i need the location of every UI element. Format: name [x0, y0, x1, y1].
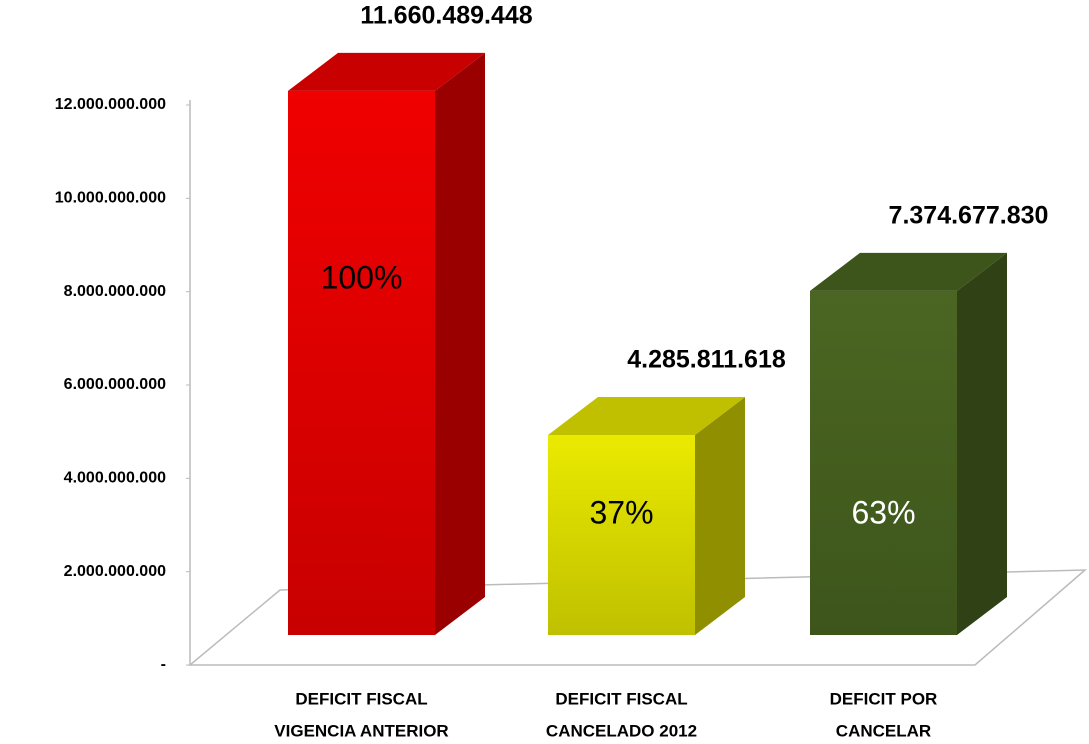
bar-front	[288, 90, 435, 636]
bar	[288, 52, 485, 636]
bar-front	[810, 290, 957, 635]
x-tick-label: CANCELADO 2012	[546, 721, 697, 740]
bar	[548, 396, 745, 635]
bar	[810, 252, 1007, 635]
bar-top	[810, 252, 1007, 291]
value-label: 11.660.489.448	[360, 1, 532, 29]
y-tick-label: 10.000.000.000	[55, 190, 166, 207]
percent-label: 37%	[589, 494, 653, 530]
value-label: 7.374.677.830	[889, 201, 1049, 229]
bar-top	[548, 396, 745, 435]
y-tick-label: 8.000.000.000	[64, 283, 166, 300]
value-label: 4.285.811.618	[627, 346, 786, 374]
bar-front	[548, 434, 695, 635]
y-tick-label: -	[161, 656, 166, 673]
bar-side	[957, 252, 1007, 635]
x-tick-label: DEFICIT FISCAL	[295, 689, 427, 708]
percent-label: 100%	[321, 259, 403, 295]
x-tick-label: DEFICIT POR	[830, 689, 938, 708]
x-tick-label: VIGENCIA ANTERIOR	[274, 721, 448, 740]
y-tick-label: 6.000.000.000	[64, 376, 166, 393]
bar-side	[695, 396, 745, 635]
floor	[187, 569, 1088, 666]
bar-top	[288, 52, 485, 91]
y-tick-label: 4.000.000.000	[64, 470, 166, 487]
percent-label: 63%	[851, 494, 915, 530]
y-tick-label: 2.000.000.000	[64, 563, 166, 580]
x-tick-label: CANCELAR	[836, 721, 931, 740]
bar-side	[435, 52, 485, 636]
x-tick-label: DEFICIT FISCAL	[555, 689, 687, 708]
y-tick-label: 12.000.000.000	[55, 96, 166, 113]
